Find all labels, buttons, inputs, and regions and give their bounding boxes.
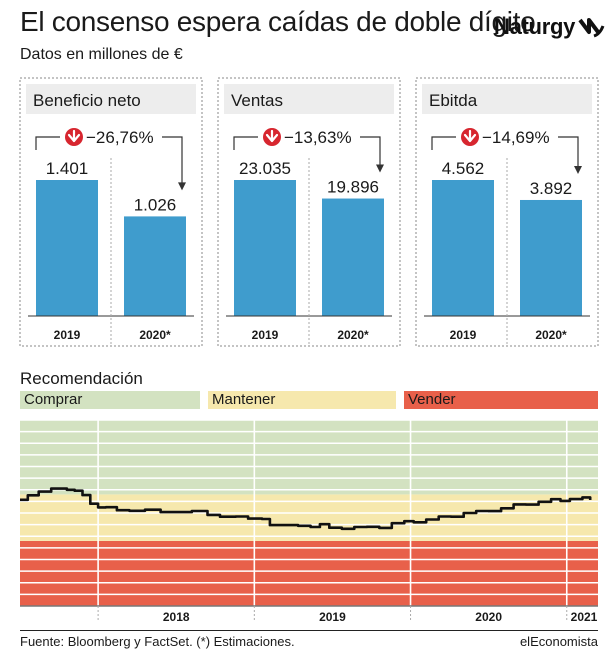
arrow-head-icon	[574, 165, 582, 174]
bar-value-label: 3.892	[530, 179, 573, 198]
legend-item-comprar: Comprar	[20, 391, 200, 409]
bracket-left	[35, 136, 60, 150]
legend-item-vender: Vender	[404, 391, 598, 409]
recommendation-chart: 2018 2019 2020 2021	[20, 419, 598, 624]
publisher-brand: elEconomista	[519, 634, 598, 649]
x-tick-label: 2019	[252, 328, 279, 342]
down-arrow-glyph	[265, 129, 279, 143]
bracket-left	[233, 136, 258, 150]
recommendation-legend: Comprar Mantener Vender	[20, 391, 598, 409]
bar-2019	[432, 180, 494, 316]
bracket-right	[558, 136, 579, 168]
x-tick-label: 2020*	[139, 328, 171, 342]
bar-2020	[520, 199, 582, 316]
arrow-head-icon	[376, 164, 384, 173]
bar-value-label: 19.896	[327, 178, 379, 197]
recommendation-line	[20, 487, 592, 531]
bar-value-label: 1.026	[134, 195, 177, 214]
arrow-head-icon	[178, 182, 186, 191]
legend-item-mantener: Mantener	[208, 391, 396, 409]
panel-title-bg	[224, 84, 394, 114]
bar-panel-1: Beneficio neto 1.401 2019 1.026 2020* −26,76%	[19, 77, 203, 347]
bracket-left	[431, 136, 456, 150]
panel-title-bg	[26, 84, 196, 114]
x-tick-label: 2019	[319, 610, 346, 624]
x-tick-label: 2019	[54, 328, 81, 342]
bar-panels: Beneficio neto 1.401 2019 1.026 2020* −26,76%…	[19, 77, 599, 347]
bar-2020	[322, 198, 384, 316]
x-tick-label: 2020*	[337, 328, 369, 342]
x-tick-label: 2019	[450, 328, 477, 342]
panel-frame	[415, 77, 599, 347]
x-tick-label: 2020*	[535, 328, 567, 342]
bar-value-label: 1.401	[46, 159, 89, 178]
x-tick-label: 2020	[475, 610, 502, 624]
panel-frame	[19, 77, 203, 347]
bar-2019	[234, 180, 296, 316]
logo-mark-icon	[578, 18, 605, 38]
bar-panel-2: Ventas 23.035 2019 19.896 2020* −13,63%	[217, 77, 401, 347]
down-arrow-glyph	[67, 129, 81, 143]
panel-title: Ebitda	[429, 91, 478, 110]
panel-title: Beneficio neto	[33, 91, 141, 110]
panel-frame	[217, 77, 401, 347]
page-subtitle: Datos en millones de €	[20, 46, 183, 63]
x-tick-label: 2018	[163, 610, 190, 624]
bar-panel-3: Ebitda 4.562 2019 3.892 2020* −14,69%	[415, 77, 599, 347]
bar-value-label: 23.035	[239, 159, 291, 178]
page-title: El consenso espera caídas de doble dígit…	[20, 6, 536, 37]
change-label: −14,69%	[482, 128, 550, 147]
footer-divider	[20, 630, 598, 631]
bracket-right	[360, 136, 381, 167]
zone-vender	[20, 540, 598, 606]
change-label: −13,63%	[284, 128, 352, 147]
panel-title-bg	[422, 84, 592, 114]
recommendation-title: Recomendación	[20, 369, 143, 388]
x-tick-label: 2021	[571, 610, 598, 624]
bracket-right	[162, 136, 183, 185]
panel-title: Ventas	[231, 91, 283, 110]
bar-2020	[124, 216, 186, 316]
source-note: Fuente: Bloomberg y FactSet. (*) Estimac…	[20, 634, 295, 649]
change-label: −26,76%	[86, 128, 154, 147]
down-arrow-glyph	[463, 129, 477, 143]
bar-value-label: 4.562	[442, 159, 485, 178]
bar-2019	[36, 180, 98, 316]
logo-text: Naturgy	[494, 14, 576, 39]
naturgy-logo: Naturgy	[494, 12, 605, 42]
